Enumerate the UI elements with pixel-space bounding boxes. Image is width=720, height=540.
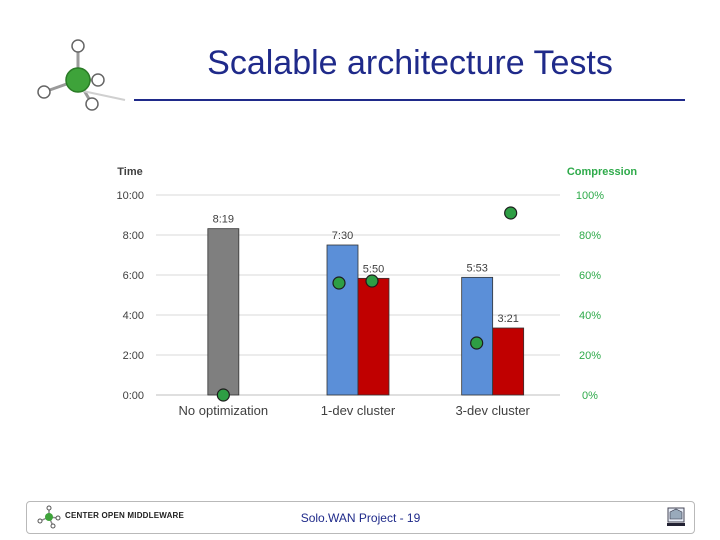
footer-page-label: Solo.WAN Project - 19: [300, 511, 421, 525]
y-left-tick-label: 6:00: [123, 270, 144, 282]
y-left-tick-label: 2:00: [123, 350, 144, 362]
x-category-label: No optimization: [179, 403, 269, 418]
bar-value-label: 5:50: [363, 263, 384, 275]
y-left-axis-title: Time: [117, 166, 142, 178]
compression-point: [365, 274, 379, 288]
y-left-tick-label: 4:00: [123, 310, 144, 322]
molecule-logo-icon: [37, 39, 126, 111]
bar: [326, 244, 359, 396]
time-compression-chart: 0:00 2:00 4:00 6:00 8:00 10:00 0% 20% 40% 60% 80% 1…: [116, 166, 637, 418]
footer-logo-text: CENTER OPEN MIDDLEWARE: [65, 511, 185, 520]
bar: [207, 228, 240, 396]
y-right-tick-label: 60%: [579, 270, 601, 282]
bar-layer: [207, 228, 525, 396]
y-right-tick-label: 80%: [579, 230, 601, 242]
y-left-tick-label: 8:00: [123, 230, 144, 242]
bar: [357, 277, 390, 396]
y-left-tick-label: 10:00: [116, 190, 144, 202]
compression-point: [332, 276, 346, 290]
x-category-label: 1-dev cluster: [321, 403, 396, 418]
y-right-tick-label: 40%: [579, 310, 601, 322]
bar-value-label: 7:30: [332, 230, 353, 242]
bar-value-label: 5:53: [466, 262, 487, 274]
text-layer: 0:00 2:00 4:00 6:00 8:00 10:00 0% 20% 40% 60% 80% 1…: [116, 166, 637, 418]
y-right-tick-label: 100%: [576, 190, 604, 202]
point-layer: [216, 206, 518, 402]
institution-seal-icon: [667, 507, 685, 526]
compression-point: [216, 388, 230, 402]
compression-point: [504, 206, 518, 220]
footer-molecule-icon: [37, 505, 61, 529]
footer-bar: CENTER OPEN MIDDLEWARE Solo.WAN Project …: [26, 501, 695, 534]
bar-value-label: 3:21: [497, 313, 518, 325]
title-underline: [134, 99, 685, 101]
y-right-tick-label: 20%: [579, 350, 601, 362]
y-left-tick-label: 0:00: [123, 390, 144, 402]
x-category-label: 3-dev cluster: [455, 403, 530, 418]
bar: [492, 327, 525, 396]
compression-point: [470, 336, 484, 350]
bar-value-label: 8:19: [213, 214, 234, 226]
bar: [461, 276, 494, 396]
y-right-axis-title: Compression: [567, 166, 638, 178]
slide-title: Scalable architecture Tests: [207, 44, 613, 82]
y-right-tick-label: 0%: [582, 390, 598, 402]
